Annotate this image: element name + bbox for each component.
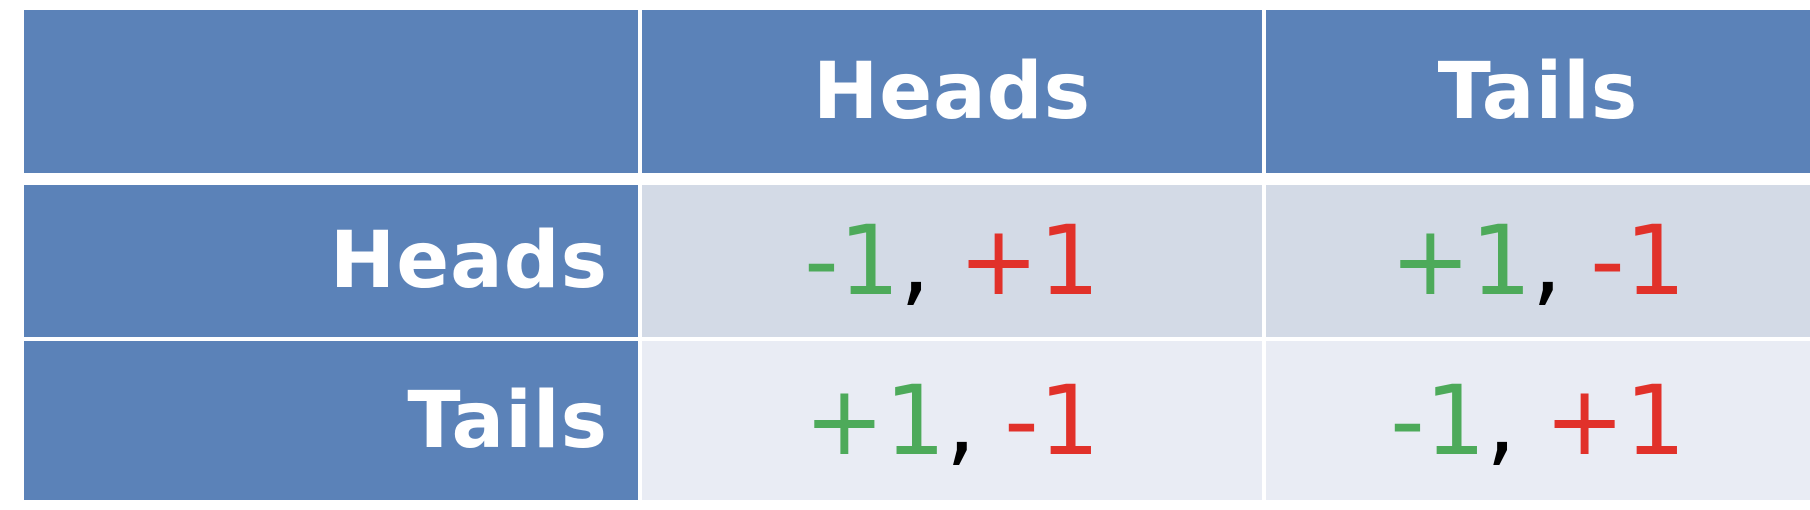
payoff-first: +1 bbox=[1390, 205, 1532, 317]
row-header-tails: Tails bbox=[24, 341, 638, 500]
column-header-heads-label: Heads bbox=[812, 46, 1092, 137]
payoff-separator: , bbox=[1485, 364, 1517, 477]
payoff-table: Heads Tails Heads -1, +1 +1, -1 Tails +1, -… bbox=[24, 10, 1810, 500]
payoff-separator: , bbox=[899, 205, 931, 317]
header-corner bbox=[24, 10, 638, 173]
payoff-first: -1 bbox=[804, 205, 900, 317]
column-header-heads: Heads bbox=[642, 10, 1262, 173]
row-header-heads: Heads bbox=[24, 185, 638, 337]
payoff-cell-tails-tails: -1, +1 bbox=[1266, 341, 1810, 500]
payoff-second: +1 bbox=[958, 205, 1100, 317]
column-header-tails: Tails bbox=[1266, 10, 1810, 173]
payoff-second: -1 bbox=[1004, 364, 1100, 477]
column-header-tails-label: Tails bbox=[1437, 46, 1639, 137]
payoff-cell-heads-heads: -1, +1 bbox=[642, 185, 1262, 337]
payoff-first: -1 bbox=[1390, 364, 1486, 477]
payoff-second: +1 bbox=[1544, 364, 1686, 477]
payoff-separator: , bbox=[945, 364, 977, 477]
row-header-tails-label: Tails bbox=[407, 375, 608, 466]
row-header-heads-label: Heads bbox=[329, 216, 608, 306]
payoff-cell-tails-heads: +1, -1 bbox=[642, 341, 1262, 500]
payoff-separator: , bbox=[1531, 205, 1563, 317]
payoff-second: -1 bbox=[1590, 205, 1686, 317]
payoff-first: +1 bbox=[804, 364, 946, 477]
payoff-cell-heads-tails: +1, -1 bbox=[1266, 185, 1810, 337]
